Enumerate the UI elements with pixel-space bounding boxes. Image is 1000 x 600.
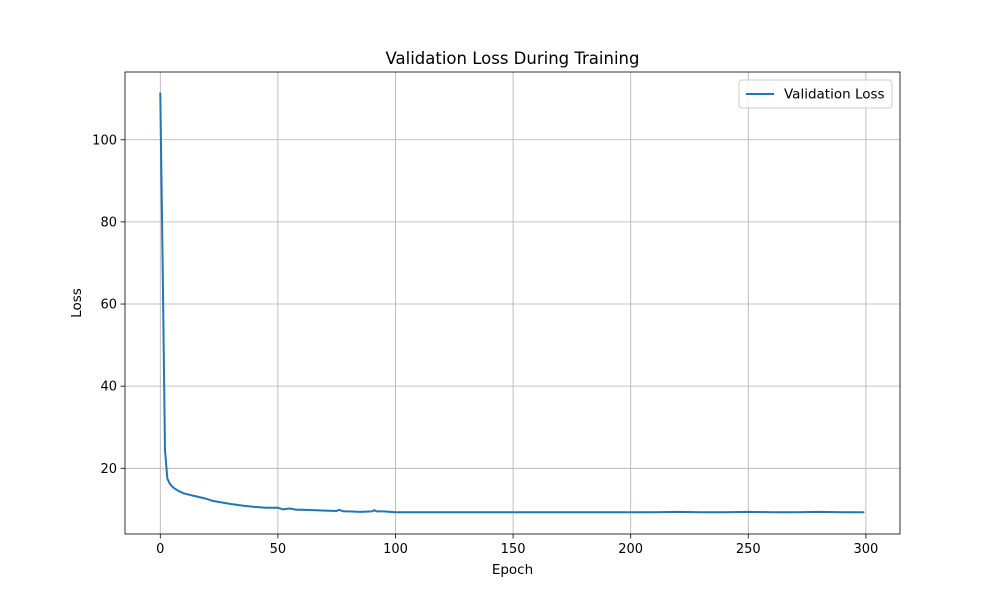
- axis-ticks: 0 50 100 150 200 250 300 20 40 60 80 100: [92, 133, 878, 557]
- x-tick-label: 100: [383, 542, 408, 557]
- series-line: [159, 92, 865, 514]
- x-tick-label: 300: [853, 542, 878, 557]
- legend: Validation Loss: [738, 79, 893, 109]
- series-layer: [159, 92, 865, 514]
- x-tick-label: 0: [156, 542, 164, 557]
- y-tick-label: 20: [100, 462, 117, 477]
- y-tick-label: 40: [100, 380, 117, 395]
- x-axis-label: Epoch: [492, 562, 533, 578]
- grid-lines: [125, 72, 900, 534]
- y-axis-label: Loss: [69, 288, 85, 318]
- plot-frame: [124, 71, 901, 535]
- y-tick-label: 80: [100, 215, 117, 230]
- chart-title: Validation Loss During Training: [386, 49, 640, 68]
- y-tick-label: 100: [92, 133, 117, 148]
- x-tick-label: 50: [270, 542, 287, 557]
- x-tick-label: 250: [736, 542, 761, 557]
- y-tick-label: 60: [100, 298, 117, 313]
- legend-label: Validation Loss: [784, 87, 885, 103]
- legend-box: [738, 79, 893, 109]
- x-tick-label: 200: [618, 542, 643, 557]
- x-tick-label: 150: [501, 542, 526, 557]
